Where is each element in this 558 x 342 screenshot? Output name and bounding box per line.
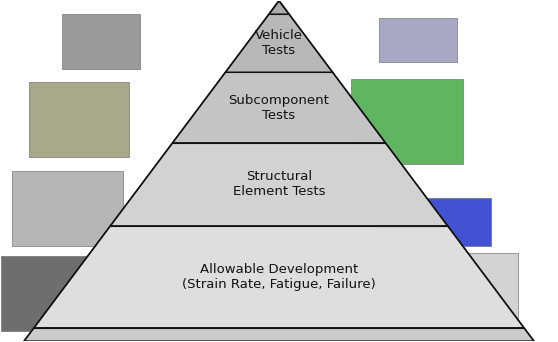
- Polygon shape: [269, 1, 289, 14]
- Bar: [379, 198, 490, 246]
- Bar: [62, 14, 140, 69]
- Polygon shape: [34, 226, 524, 328]
- Text: Vehicle
Tests: Vehicle Tests: [255, 29, 303, 57]
- Bar: [28, 82, 129, 157]
- Bar: [12, 171, 123, 246]
- Bar: [379, 18, 457, 62]
- Bar: [363, 253, 518, 328]
- Polygon shape: [172, 72, 386, 143]
- Polygon shape: [110, 143, 448, 226]
- Bar: [352, 79, 463, 164]
- Polygon shape: [225, 14, 333, 72]
- Text: Subcomponent
Tests: Subcomponent Tests: [229, 94, 329, 121]
- Text: Allowable Development
(Strain Rate, Fatigue, Failure): Allowable Development (Strain Rate, Fati…: [182, 263, 376, 291]
- Text: Structural
Element Tests: Structural Element Tests: [233, 170, 325, 198]
- Polygon shape: [24, 328, 534, 341]
- Bar: [1, 256, 95, 331]
